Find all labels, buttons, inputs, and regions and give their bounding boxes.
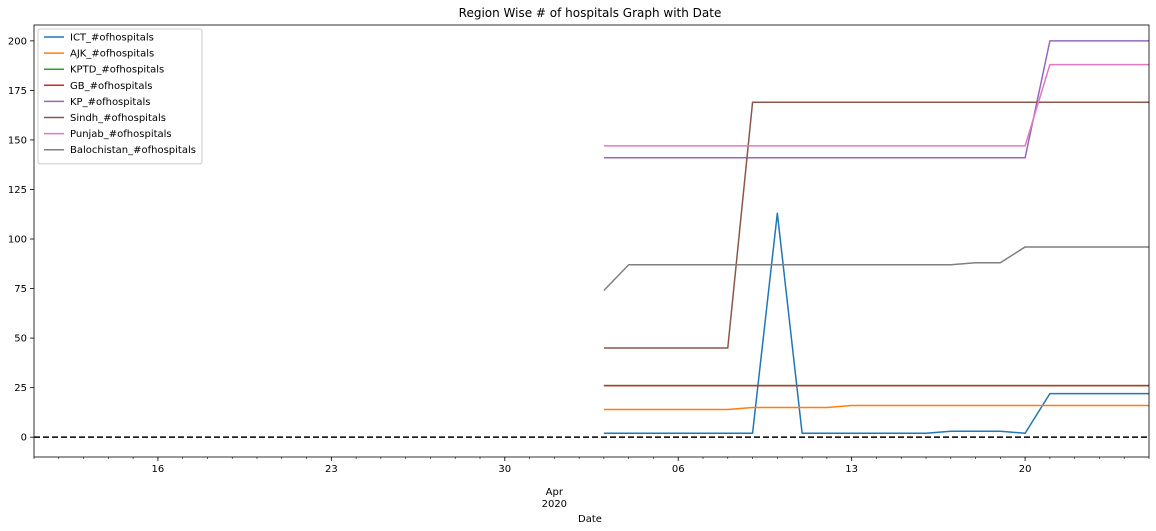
x-tick-label-2: 30: [498, 464, 511, 475]
plot-area: [33, 24, 1150, 458]
legend-label-0: ICT_#ofhospitals: [70, 33, 154, 44]
series-line-5: [603, 101, 1149, 349]
legend-label-4: KP_#ofhospitals: [70, 97, 150, 108]
legend-box: [37, 28, 203, 165]
y-tick-label-100: 100: [8, 235, 27, 246]
legend-label-1: AJK_#ofhospitals: [70, 49, 154, 60]
y-tick-label-125: 125: [8, 185, 27, 196]
x-month-label: Apr: [546, 487, 564, 498]
x-year-label: 2020: [542, 499, 567, 510]
chart-title: Region Wise # of hospitals Graph with Da…: [459, 6, 722, 20]
legend: ICT_#ofhospitals AJK_#ofhospitals KPTD_#of…: [37, 28, 203, 165]
legend-label-3: GB_#ofhospitals: [70, 81, 152, 92]
x-tick-label-4: 13: [845, 464, 858, 475]
series-line-6: [603, 63, 1149, 147]
series-line-4: [603, 40, 1149, 159]
legend-label-6: Punjab_#ofhospitals: [70, 129, 172, 140]
series-line-1: [603, 404, 1149, 411]
x-tick-label-3: 06: [672, 464, 685, 475]
y-tick-label-200: 200: [8, 36, 27, 47]
y-tick-label-175: 175: [8, 86, 27, 97]
x-tick-label-5: 20: [1019, 464, 1032, 475]
x-axis-label: Date: [578, 514, 602, 525]
plot-frame: [33, 24, 1150, 458]
legend-label-7: Balochistan_#ofhospitals: [70, 145, 196, 156]
series-line-0: [603, 212, 1149, 434]
x-tick-label-1: 23: [325, 464, 338, 475]
legend-label-2: KPTD_#ofhospitals: [70, 65, 164, 76]
y-tick-label-75: 75: [14, 284, 27, 295]
y-tick-label-0: 0: [21, 433, 27, 444]
legend-label-5: Sindh_#ofhospitals: [70, 113, 166, 124]
y-axis: 0 25 50 75 100 125 150 175 200: [8, 36, 34, 444]
x-tick-label-0: 16: [152, 464, 165, 475]
y-tick-label-25: 25: [14, 383, 27, 394]
y-tick-label-150: 150: [8, 135, 27, 146]
y-tick-label-50: 50: [14, 334, 27, 345]
series-line-7: [603, 246, 1149, 292]
